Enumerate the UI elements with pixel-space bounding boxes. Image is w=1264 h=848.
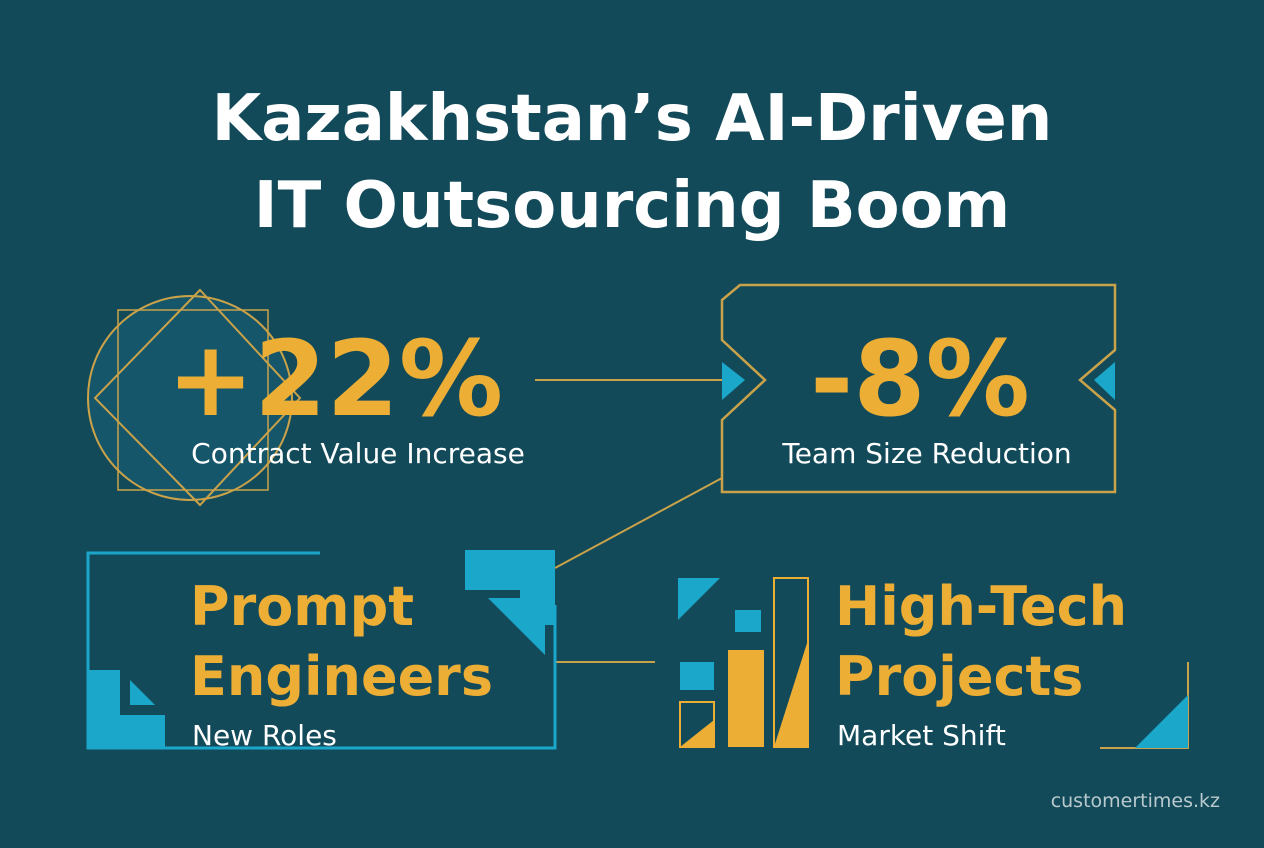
highlight-heading: Engineers (190, 645, 493, 708)
stat-value: +22% (167, 318, 503, 440)
shape (728, 650, 764, 747)
shape (1135, 695, 1188, 748)
shape (678, 578, 720, 620)
highlight-heading: Prompt (190, 575, 414, 638)
corner-triangle (130, 680, 155, 705)
stat-label: Team Size Reduction (781, 437, 1071, 470)
title-line: Kazakhstan’s AI-Driven (212, 82, 1053, 156)
shape (774, 640, 808, 747)
arrow (722, 362, 745, 400)
diamond (93, 288, 302, 507)
shape (735, 610, 761, 632)
shape (680, 662, 714, 690)
stat-value: -8% (810, 318, 1030, 440)
highlight-heading: Projects (835, 645, 1083, 708)
stat-label: Contract Value Increase (191, 437, 525, 470)
frame-left (86, 550, 557, 750)
highlight-heading: High-Tech (835, 575, 1127, 638)
bar-icon (678, 577, 1189, 749)
stat-frame (720, 283, 1117, 494)
shape (680, 720, 714, 747)
corner-block (88, 670, 165, 748)
circle-frame (87, 295, 293, 501)
square-frame (117, 309, 269, 491)
source: customertimes.kz (1051, 790, 1220, 812)
corner-triangle (488, 598, 545, 655)
arrow (1094, 362, 1115, 400)
connector (554, 477, 723, 569)
decorations (87, 283, 1117, 663)
highlight-caption: New Roles (192, 719, 337, 752)
highlight-caption: Market Shift (837, 719, 1006, 752)
title-line: IT Outsourcing Boom (254, 169, 1010, 243)
